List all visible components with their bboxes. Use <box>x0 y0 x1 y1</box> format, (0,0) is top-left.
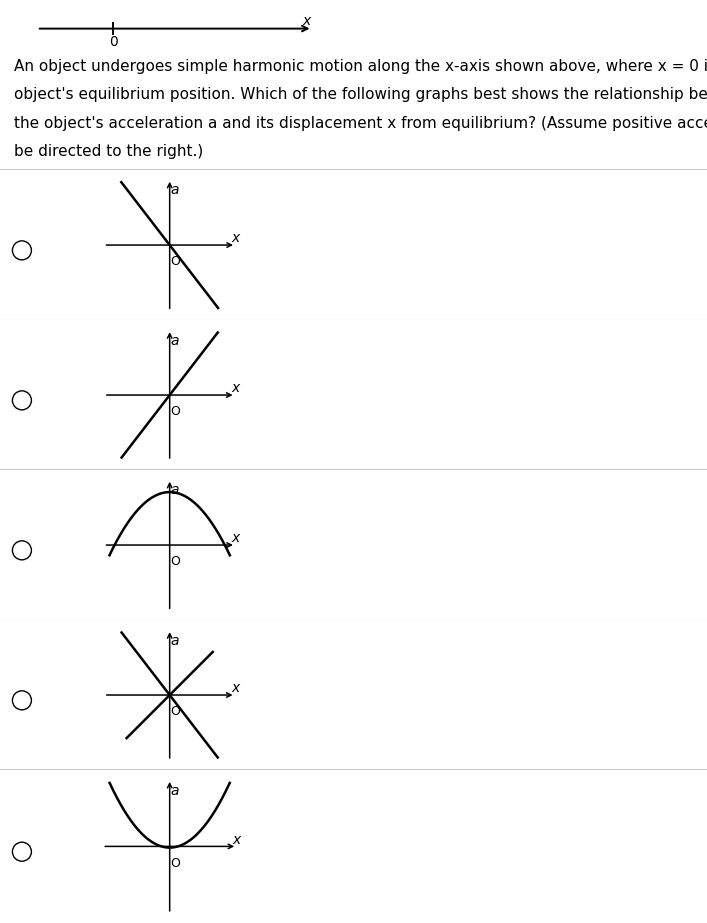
Text: O: O <box>170 705 180 718</box>
Text: 0: 0 <box>109 35 117 49</box>
Text: be directed to the right.): be directed to the right.) <box>14 144 204 159</box>
Text: a: a <box>170 184 180 198</box>
Text: x: x <box>233 833 240 846</box>
Text: a: a <box>170 484 180 497</box>
Text: O: O <box>170 857 180 869</box>
Text: O: O <box>170 405 180 418</box>
Text: a: a <box>170 334 179 348</box>
Text: x: x <box>231 681 239 695</box>
Text: the object's acceleration a and its displacement x from equilibrium? (Assume pos: the object's acceleration a and its disp… <box>14 115 707 131</box>
Text: x: x <box>231 381 239 395</box>
Text: object's equilibrium position. Which of the following graphs best shows the rela: object's equilibrium position. Which of … <box>14 88 707 102</box>
Text: x: x <box>231 232 240 246</box>
Text: a: a <box>171 784 180 797</box>
Text: x: x <box>231 532 240 545</box>
Text: O: O <box>170 555 180 568</box>
Text: O: O <box>170 255 180 268</box>
Text: a: a <box>170 634 179 648</box>
Text: x: x <box>302 14 310 28</box>
Text: An object undergoes simple harmonic motion along the x-axis shown above, where x: An object undergoes simple harmonic moti… <box>14 59 707 74</box>
